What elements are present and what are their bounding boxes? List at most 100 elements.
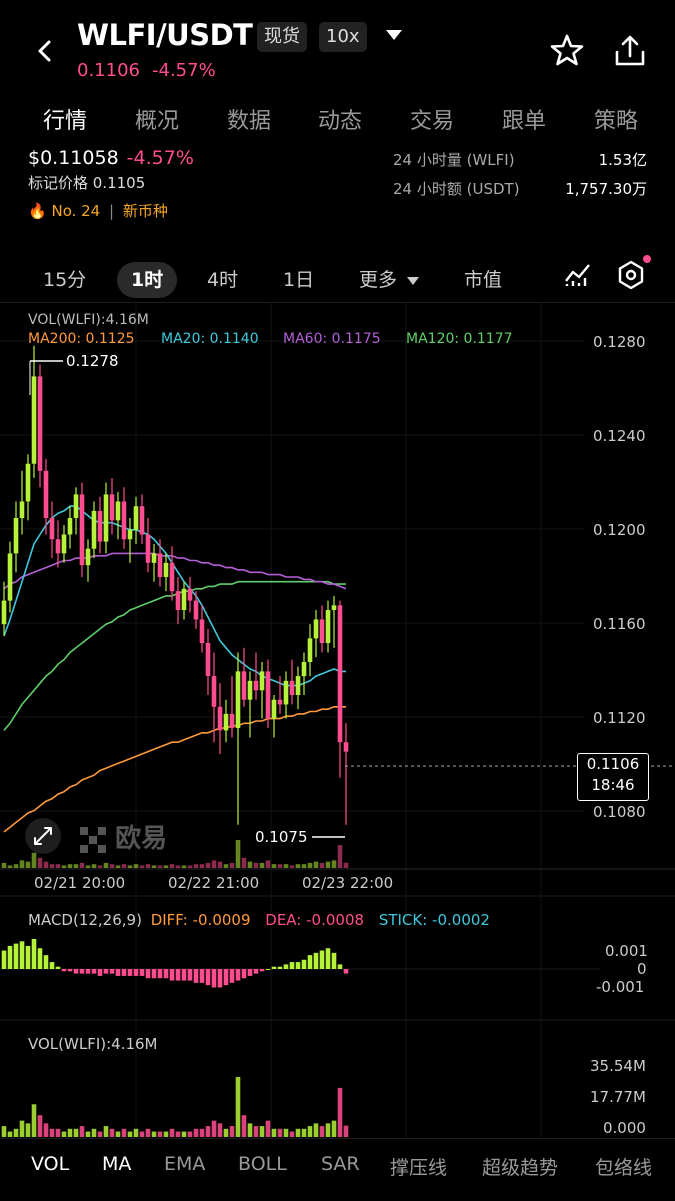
candle-body	[229, 713, 235, 729]
macd-bar	[1, 950, 7, 969]
indicator-supertrend[interactable]: 超级趋势	[482, 1157, 559, 1179]
vol-axis-label: 0.000	[603, 1119, 646, 1137]
volume-bar	[217, 861, 223, 868]
indicator-vol[interactable]: VOL	[31, 1153, 70, 1175]
price-change: -4.57%	[126, 147, 194, 169]
volume-bar	[265, 860, 271, 868]
indicator-boll[interactable]: BOLL	[238, 1153, 287, 1175]
candle-body	[337, 605, 343, 743]
volume-panel-bar	[103, 1126, 109, 1137]
tab-overview[interactable]: 概况	[135, 109, 180, 134]
share-button[interactable]	[612, 32, 648, 68]
x-label: 02/21 20:00	[34, 874, 126, 892]
candle-body	[163, 562, 169, 577]
volume-bar	[337, 845, 343, 868]
candle-body	[85, 548, 91, 566]
volume-panel-bar	[1, 1126, 7, 1137]
macd-bar	[169, 969, 175, 981]
tab-data[interactable]: 数据	[227, 109, 272, 134]
volume-panel-bar	[79, 1126, 85, 1137]
volume-bar	[313, 861, 319, 868]
macd-bar	[175, 969, 181, 981]
volume-bar	[1, 862, 7, 868]
volume-panel-bar	[199, 1128, 205, 1137]
volume-panel-bar	[193, 1128, 199, 1137]
chart-settings-button[interactable]	[614, 258, 648, 292]
volume-bar	[103, 862, 109, 868]
favorite-button[interactable]	[549, 32, 585, 68]
macd-bar	[73, 969, 79, 974]
indicator-envelope[interactable]: 包络线	[595, 1157, 653, 1179]
tab-market[interactable]: 行情	[43, 109, 88, 134]
macd-bar	[331, 952, 337, 969]
kline-chart[interactable]	[0, 303, 675, 1153]
low-price-label: 0.1075	[255, 828, 308, 846]
macd-bar	[115, 969, 121, 976]
macd-bar	[265, 969, 271, 970]
volume-panel-bar	[253, 1126, 259, 1137]
candle-body	[343, 742, 349, 752]
candles	[1, 345, 349, 825]
candle-body	[325, 610, 331, 644]
volume-bar	[283, 864, 289, 868]
macd-dea: DEA: -0.0008	[265, 911, 365, 929]
tf-4h[interactable]: 4时	[207, 269, 239, 291]
volume-bar	[157, 865, 163, 868]
tab-copy[interactable]: 跟单	[502, 109, 547, 134]
volume-panel-bar	[163, 1131, 169, 1137]
fullscreen-button[interactable]	[25, 818, 61, 854]
volume-panel-bar	[217, 1123, 223, 1137]
macd-bar	[283, 964, 289, 969]
x-label: 02/22 21:00	[168, 874, 260, 892]
volume-panel-bar	[295, 1128, 301, 1137]
indicator-support-resistance[interactable]: 撑压线	[390, 1157, 448, 1179]
volume-panel-bar	[205, 1126, 211, 1137]
pair-title[interactable]: WLFI/USDT	[77, 18, 253, 52]
volume-bar	[325, 861, 331, 868]
macd-bar	[337, 964, 343, 969]
volume-panel-bar	[283, 1128, 289, 1137]
volume-panel-bar	[181, 1131, 187, 1137]
header-change: -4.57%	[152, 60, 216, 81]
rank-row[interactable]: 🔥 No. 24 | 新币种	[28, 202, 168, 220]
candle-body	[121, 501, 127, 540]
tf-15m[interactable]: 15分	[43, 269, 87, 291]
macd-bar	[193, 969, 199, 983]
volume-bar	[55, 864, 61, 868]
volume-bar	[235, 840, 241, 868]
spot-tag: 现货	[257, 22, 307, 52]
volume-panel-bar	[313, 1123, 319, 1137]
back-button[interactable]	[30, 36, 60, 66]
volume-bar	[259, 862, 265, 868]
tab-feed[interactable]: 动态	[318, 109, 363, 134]
volume-panel-bar	[145, 1128, 151, 1137]
indicator-ema[interactable]: EMA	[164, 1153, 206, 1175]
volume-panel-bar	[91, 1128, 97, 1137]
indicator-ma[interactable]: MA	[102, 1153, 132, 1175]
volume-panel-bar	[121, 1128, 127, 1137]
volume-panel-bar	[133, 1128, 139, 1137]
macd-bar	[163, 969, 169, 979]
candle-body	[91, 510, 97, 549]
indicator-sar[interactable]: SAR	[321, 1153, 360, 1175]
volume-panel-bar	[85, 1131, 91, 1137]
tf-1d[interactable]: 1日	[283, 269, 315, 291]
tf-more[interactable]: 更多	[359, 262, 420, 298]
candle-body	[283, 680, 289, 705]
macd-bar	[133, 969, 139, 976]
candle-body	[205, 643, 211, 677]
y-label: 0.1160	[593, 615, 646, 633]
macd-axis-label: -0.001	[596, 978, 645, 996]
chart-style-button[interactable]	[562, 259, 594, 291]
tf-1h[interactable]: 1时	[117, 262, 178, 298]
volume-bar	[67, 864, 73, 868]
macd-bar	[91, 969, 97, 974]
tab-trade[interactable]: 交易	[410, 109, 455, 134]
share-icon	[615, 35, 645, 66]
macd-bar	[67, 969, 73, 972]
dropdown-caret-icon[interactable]	[386, 30, 402, 40]
tab-strategy[interactable]: 策略	[594, 109, 639, 134]
ma20-line	[3, 505, 346, 687]
tf-market-cap[interactable]: 市值	[464, 269, 503, 291]
volume-bar	[181, 865, 187, 868]
